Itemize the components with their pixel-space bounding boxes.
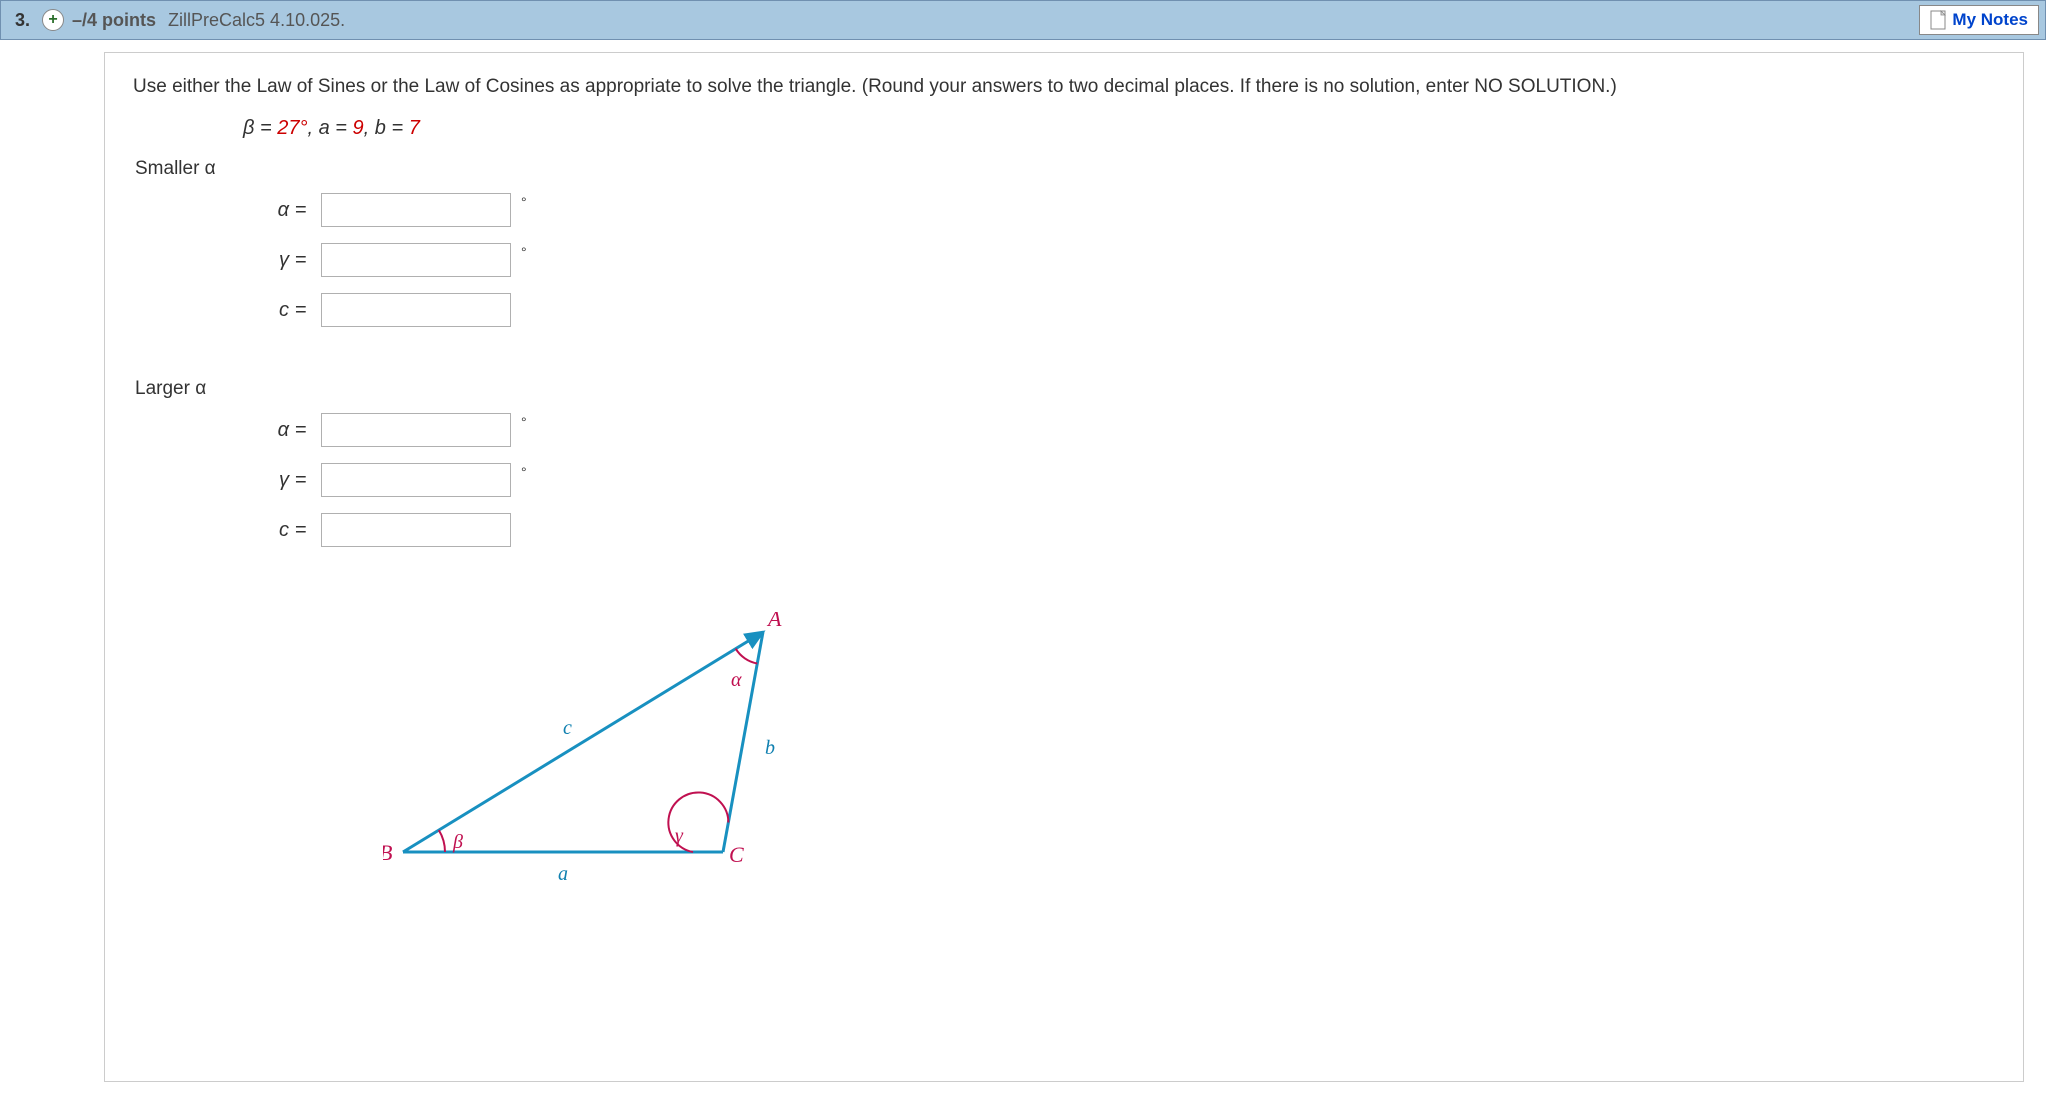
degree-symbol: ° [521, 194, 527, 210]
equals-sign: = [295, 469, 321, 492]
smaller-gamma-input[interactable] [321, 243, 511, 277]
question-content: Use either the Law of Sines or the Law o… [104, 52, 2024, 1082]
equals-sign: = [295, 199, 321, 222]
svg-text:α: α [731, 669, 742, 691]
larger-gamma-input[interactable] [321, 463, 511, 497]
source-label: ZillPreCalc5 4.10.025. [168, 10, 345, 31]
question-number: 3. [15, 10, 30, 31]
a-label: a [319, 117, 330, 139]
svg-text:γ: γ [675, 825, 684, 847]
degree-symbol: ° [521, 244, 527, 260]
larger-c-input[interactable] [321, 513, 511, 547]
my-notes-button[interactable]: My Notes [1919, 5, 2039, 35]
answer-label: α [233, 199, 295, 222]
plus-icon: + [48, 12, 57, 28]
smaller-gamma-row: γ = ° [233, 238, 1995, 282]
my-notes-label: My Notes [1952, 10, 2028, 30]
smaller-alpha-input[interactable] [321, 193, 511, 227]
svg-text:c: c [563, 717, 572, 739]
beta-label: β [243, 117, 254, 139]
equals-sign: = [295, 519, 321, 542]
given-values: β = 27°, a = 9, b = 7 [243, 117, 1995, 140]
expand-button[interactable]: + [42, 9, 64, 31]
smaller-c-input[interactable] [321, 293, 511, 327]
answer-label: α [233, 419, 295, 442]
svg-text:B: B [383, 840, 392, 865]
degree-symbol: ° [521, 464, 527, 480]
svg-text:a: a [558, 863, 568, 885]
svg-text:C: C [729, 842, 744, 867]
degree-symbol: ° [521, 414, 527, 430]
answer-label: c [233, 519, 295, 542]
smaller-alpha-row: α = ° [233, 188, 1995, 232]
triangle-svg: A B Cα β γ a b c [383, 612, 813, 892]
instructions-text: Use either the Law of Sines or the Law o… [133, 71, 1995, 103]
smaller-c-row: c = [233, 288, 1995, 332]
larger-alpha-title: Larger α [135, 378, 1995, 400]
notes-icon [1930, 10, 1946, 30]
larger-alpha-row: α = ° [233, 408, 1995, 452]
answer-label: γ [233, 249, 295, 272]
b-label: b [375, 117, 386, 139]
answer-label: c [233, 299, 295, 322]
smaller-alpha-title: Smaller α [135, 158, 1995, 180]
svg-text:b: b [765, 737, 775, 759]
beta-value: 27° [277, 117, 307, 139]
b-value: 7 [409, 117, 420, 139]
larger-gamma-row: γ = ° [233, 458, 1995, 502]
svg-text:A: A [766, 612, 782, 631]
triangle-diagram: A B Cα β γ a b c [383, 612, 1995, 897]
question-header: 3. + –/4 points ZillPreCalc5 4.10.025. M… [0, 0, 2046, 40]
larger-alpha-input[interactable] [321, 413, 511, 447]
equals-sign: = [295, 249, 321, 272]
answer-label: γ [233, 469, 295, 492]
svg-text:β: β [452, 831, 463, 853]
larger-c-row: c = [233, 508, 1995, 552]
points-label: –/4 points [72, 10, 156, 31]
page-container: 3. + –/4 points ZillPreCalc5 4.10.025. M… [0, 0, 2046, 1096]
a-value: 9 [353, 117, 364, 139]
equals-sign: = [295, 299, 321, 322]
equals-sign: = [295, 419, 321, 442]
